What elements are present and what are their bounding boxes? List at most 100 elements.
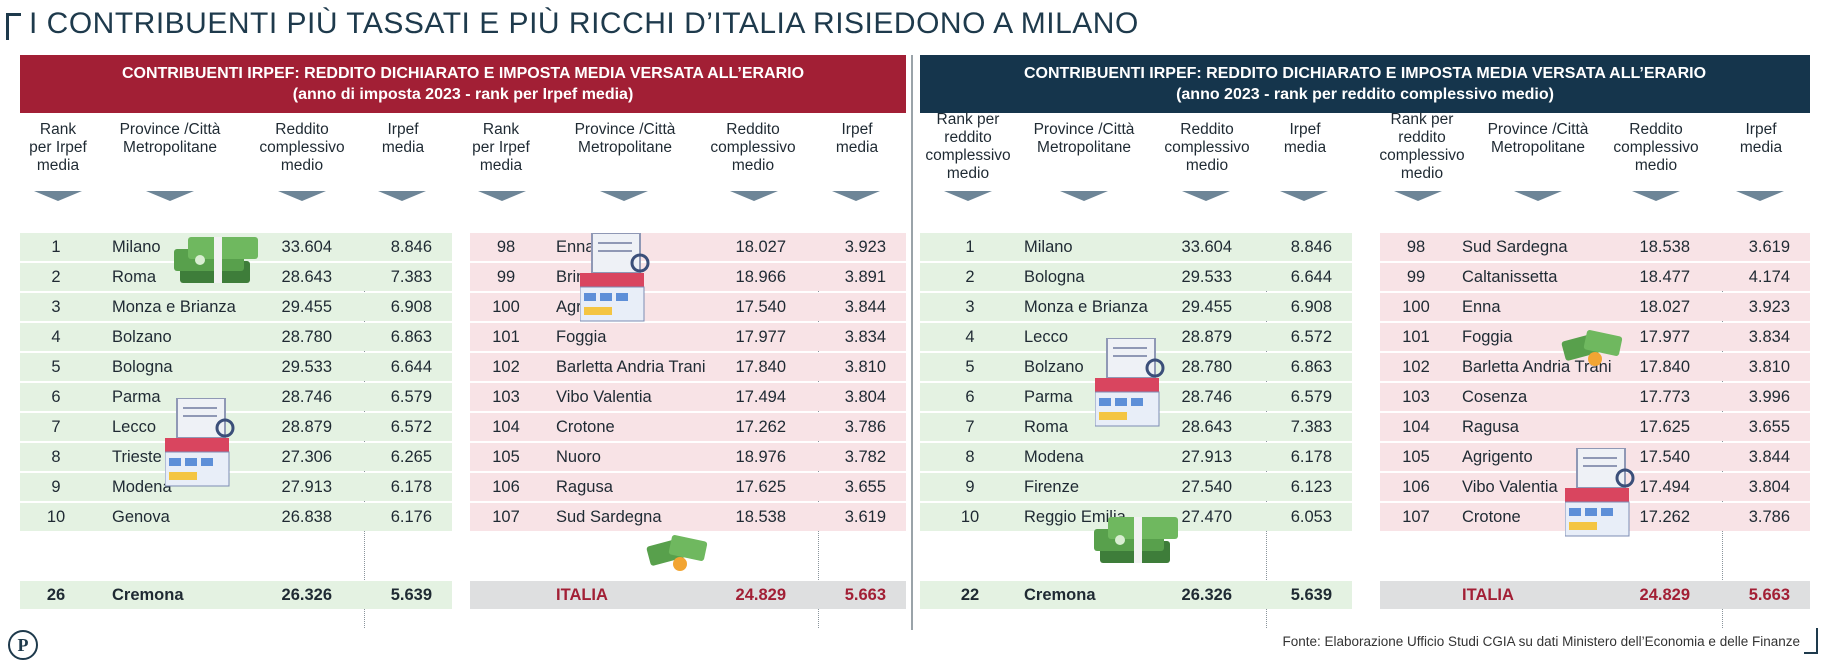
rank-cell: 7 <box>51 418 61 436</box>
reddito-cell: 29.455 <box>281 298 332 316</box>
rank-cell: 105 <box>1402 448 1430 466</box>
province-cell: Vibo Valentia <box>1462 478 1558 496</box>
table-top-irpef: Rank per Irpef media Province /Città Met… <box>20 113 452 630</box>
table-row-total: 22 Cremona 26.326 5.639 <box>920 581 1352 609</box>
footer-corner-mark <box>1804 628 1818 654</box>
irpef-cell: 8.846 <box>390 238 432 256</box>
reddito-cell: 17.625 <box>1639 418 1690 436</box>
irpef-cell: 6.908 <box>1290 298 1332 316</box>
banner-left: CONTRIBUENTI IRPEF: REDDITO DICHIARATO E… <box>20 55 906 113</box>
table-row: 5 Bologna 29.533 6.644 <box>20 353 452 381</box>
province-cell: Crotone <box>556 418 615 436</box>
reddito-cell: 28.879 <box>281 418 332 436</box>
rank-cell: 99 <box>1406 268 1426 286</box>
section-divider <box>911 55 913 630</box>
province-cell: Enna <box>1462 298 1501 316</box>
province-cell: Foggia <box>1462 328 1513 346</box>
rank-cell: 101 <box>492 328 520 346</box>
rank-cell: 104 <box>1402 418 1430 436</box>
header-reddito: Reddito complessivo medio <box>710 121 796 174</box>
table-row: 2 Bologna 29.533 6.644 <box>920 263 1352 291</box>
irpef-cell: 3.655 <box>1748 418 1790 436</box>
province-cell: Parma <box>112 388 161 406</box>
header-reddito: Reddito complessivo medio <box>1164 121 1250 174</box>
table-row: 1 Milano 33.604 8.846 <box>920 233 1352 261</box>
rank-cell: 2 <box>965 268 975 286</box>
rank-cell: 1 <box>51 238 61 256</box>
rank-cell: 3 <box>965 298 975 316</box>
irpef-cell: 6.908 <box>390 298 432 316</box>
rank-cell: 3 <box>51 298 61 316</box>
irpef-cell: 3.786 <box>844 418 886 436</box>
table-row-total: ITALIA 24.829 5.663 <box>470 581 906 609</box>
rank-cell: 1 <box>965 238 975 256</box>
table-row: 98 Enna 18.027 3.923 <box>470 233 906 261</box>
table-row: 102 Barletta Andria Trani 17.840 3.810 <box>470 353 906 381</box>
arrow-down-icon <box>146 191 194 201</box>
reddito-cell: 28.780 <box>1181 358 1232 376</box>
section-rank-by-reddito: CONTRIBUENTI IRPEF: REDDITO DICHIARATO E… <box>920 55 1810 630</box>
irpef-cell: 3.810 <box>1748 358 1790 376</box>
table-row: 8 Modena 27.913 6.178 <box>920 443 1352 471</box>
table-row: 9 Firenze 27.540 6.123 <box>920 473 1352 501</box>
province-cell: Milano <box>1024 238 1073 256</box>
arrow-down-icon <box>34 191 82 201</box>
reddito-cell: 27.540 <box>1181 478 1232 496</box>
table-row: 103 Vibo Valentia 17.494 3.804 <box>470 383 906 411</box>
province-cell: Reggio Emilia <box>1024 508 1126 526</box>
rank-cell: 9 <box>965 478 975 496</box>
headline: I CONTRIBUENTI PIÙ TASSATI E PIÙ RICCHI … <box>6 6 1139 42</box>
reddito-cell: 17.494 <box>735 388 786 406</box>
calculator-document-icon <box>1095 338 1165 427</box>
irpef-cell: 6.123 <box>1290 478 1332 496</box>
rank-cell: 100 <box>1402 298 1430 316</box>
irpef-cell: 5.639 <box>390 586 432 604</box>
province-cell: Cosenza <box>1462 388 1528 406</box>
money-stack-icon <box>1094 517 1178 563</box>
table-row: 9 Modena 27.913 6.178 <box>20 473 452 501</box>
rank-cell: 5 <box>965 358 975 376</box>
table-row-total: ITALIA 24.829 5.663 <box>1380 581 1810 609</box>
rank-cell: 4 <box>965 328 975 346</box>
province-cell: Crotone <box>1462 508 1521 526</box>
irpef-cell: 3.619 <box>844 508 886 526</box>
irpef-cell: 6.265 <box>390 448 432 466</box>
reddito-cell: 27.470 <box>1181 508 1232 526</box>
banner-left-title: CONTRIBUENTI IRPEF: REDDITO DICHIARATO E… <box>121 65 805 82</box>
reddito-cell: 17.840 <box>735 358 786 376</box>
irpef-cell: 6.053 <box>1290 508 1332 526</box>
rank-cell: 10 <box>960 508 980 526</box>
money-coins-icon <box>646 535 708 571</box>
irpef-cell: 3.891 <box>844 268 886 286</box>
table-row: 99 Caltanissetta 18.477 4.174 <box>1380 263 1810 291</box>
reddito-cell: 17.262 <box>1639 508 1690 526</box>
header-rank: Rank per Irpef media <box>472 121 530 174</box>
rank-cell: 106 <box>492 478 520 496</box>
section-rank-by-irpef: CONTRIBUENTI IRPEF: REDDITO DICHIARATO E… <box>20 55 906 630</box>
header-irpef: Irpef media <box>381 121 425 156</box>
province-cell: Enna <box>556 238 595 256</box>
province-cell: Modena <box>112 478 172 496</box>
header-province: Province /Città Metropolitane <box>1033 121 1135 156</box>
rank-cell: 104 <box>492 418 520 436</box>
province-cell: Milano <box>112 238 161 256</box>
irpef-cell: 7.383 <box>1290 418 1332 436</box>
irpef-cell: 5.639 <box>1290 586 1332 604</box>
header-rank: Rank per reddito complessivo medio <box>1379 111 1465 182</box>
table-row: 3 Monza e Brianza 29.455 6.908 <box>920 293 1352 321</box>
calculator-document-icon <box>165 398 235 487</box>
reddito-cell: 24.829 <box>735 586 786 604</box>
irpef-cell: 6.863 <box>390 328 432 346</box>
irpef-cell: 3.844 <box>844 298 886 316</box>
arrow-down-icon <box>1514 191 1562 201</box>
table-row: 105 Nuoro 18.976 3.782 <box>470 443 906 471</box>
rank-cell: 6 <box>51 388 61 406</box>
publisher-logo: P <box>8 630 38 660</box>
irpef-cell: 6.572 <box>1290 328 1332 346</box>
reddito-cell: 26.838 <box>281 508 332 526</box>
reddito-cell: 29.455 <box>1181 298 1232 316</box>
irpef-cell: 3.786 <box>1748 508 1790 526</box>
rank-cell: 102 <box>1402 358 1430 376</box>
irpef-cell: 3.923 <box>1748 298 1790 316</box>
province-cell: Bologna <box>1024 268 1085 286</box>
